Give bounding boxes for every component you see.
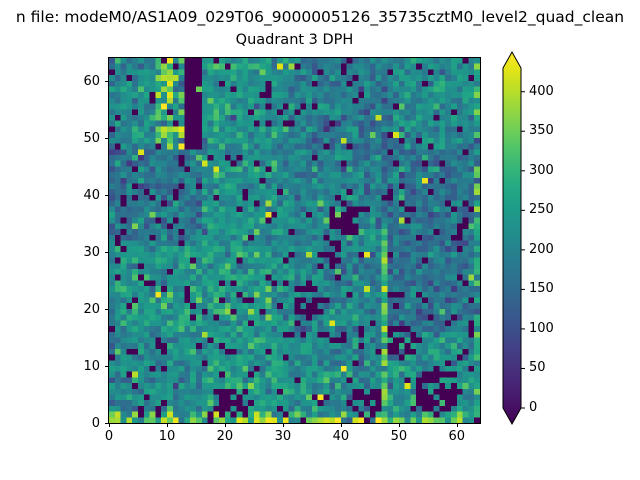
y-tick-label: 30 [83, 244, 100, 260]
x-tick-label: 10 [158, 429, 176, 444]
figure-suptitle: n file: modeM0/AS1A09_029T06_9000005126_… [0, 6, 640, 28]
heatmap-axes[interactable] [108, 57, 481, 424]
y-tick-label: 10 [83, 358, 100, 374]
x-tick-label: 20 [216, 429, 234, 444]
axes-title: Quadrant 3 DPH [235, 32, 354, 48]
x-tick-label: 40 [332, 429, 350, 444]
colorbar-tick-label: 150 [529, 281, 554, 297]
x-tick-mark [224, 423, 226, 427]
x-tick-mark [398, 423, 400, 427]
colorbar-tick-label: 0 [529, 400, 538, 415]
y-tick-mark [104, 194, 108, 196]
colorbar-tick-label: 100 [529, 320, 554, 336]
y-tick-mark [104, 423, 108, 424]
colorbar-tick-label: 200 [529, 241, 554, 257]
x-tick-label: 30 [274, 429, 292, 444]
colorbar[interactable]: 0 50 100 150 200 250 300 350 400 [495, 45, 615, 440]
colorbar-tick-label: 250 [529, 202, 554, 218]
x-tick-label: 0 [104, 429, 114, 444]
y-tick-label: 50 [83, 130, 100, 146]
colorbar-tick-label: 350 [529, 123, 554, 139]
y-tick-mark [104, 365, 108, 367]
x-tick-mark [456, 423, 458, 427]
y-tick-label: 20 [83, 301, 100, 317]
y-tick-mark [104, 308, 108, 310]
colorbar-gradient [502, 50, 525, 426]
x-tick-label: 50 [390, 429, 408, 444]
colorbar-tick-label: 400 [529, 83, 554, 99]
y-tick-mark [104, 137, 108, 139]
x-tick-mark [340, 423, 342, 427]
y-tick-label: 60 [83, 73, 100, 89]
y-tick-mark [104, 80, 108, 82]
colorbar-tick-label: 300 [529, 162, 554, 178]
figure-suptitle-text: n file: modeM0/AS1A09_029T06_9000005126_… [15, 8, 625, 26]
x-tick-mark [166, 423, 168, 427]
heatmap-image [109, 58, 480, 423]
colorbar-tick-label: 50 [529, 360, 546, 376]
x-tick-mark [109, 423, 110, 427]
y-tick-label: 40 [83, 187, 100, 203]
x-tick-mark [282, 423, 284, 427]
x-tick-label: 60 [448, 429, 466, 444]
y-tick-mark [104, 251, 108, 253]
y-tick-label: 0 [91, 416, 100, 431]
